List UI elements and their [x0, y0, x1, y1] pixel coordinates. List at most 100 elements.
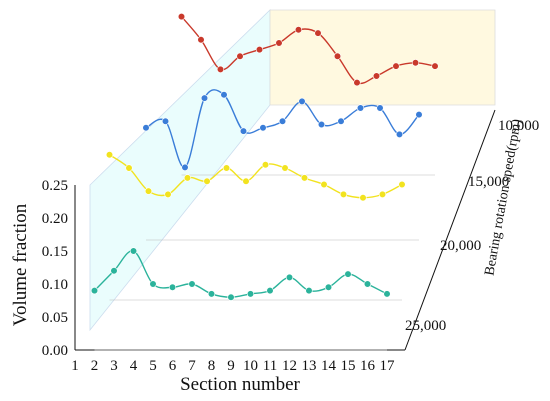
data-point — [207, 290, 216, 298]
data-point — [188, 280, 196, 288]
series-25,000 — [90, 247, 391, 351]
series-line — [109, 154, 403, 199]
series-10,000 — [177, 13, 439, 176]
data-point — [278, 117, 287, 125]
data-point — [142, 124, 150, 132]
series-15,000 — [142, 89, 423, 241]
data-point — [305, 287, 313, 295]
data-point — [320, 180, 328, 189]
side-wall — [269, 9, 496, 106]
data-point — [216, 65, 225, 73]
z-axis-title: Bearing rotation speed(rpm) — [482, 118, 524, 277]
x-tick-label: 10 — [243, 358, 258, 374]
x-tick-labels: 1 2 3 4 5 6 7 8 9 10 11 12 13 14 15 16 17 — [71, 358, 395, 374]
data-point — [239, 127, 248, 135]
y-axis-title: Volume fraction — [10, 203, 31, 326]
data-point — [203, 177, 211, 185]
data-point — [255, 45, 264, 54]
x-tick-label: 14 — [321, 358, 337, 374]
data-point — [177, 13, 186, 21]
data-point — [125, 164, 133, 172]
y-tick-label: 0.10 — [42, 277, 68, 293]
data-point — [161, 117, 170, 125]
z-tick-label: 10,000 — [498, 118, 539, 134]
data-point — [197, 36, 205, 44]
data-point — [259, 124, 267, 132]
x-tick-label: 3 — [110, 358, 118, 374]
data-point — [144, 187, 153, 195]
data-point — [337, 117, 345, 125]
x-tick-label: 5 — [149, 358, 157, 374]
data-point — [333, 52, 342, 60]
x-axis-title: Section number — [180, 374, 300, 395]
z-tick-labels: 10,000 15,000 20,000 25,000 — [405, 118, 539, 334]
x-tick-label: 15 — [341, 358, 356, 374]
data-point — [220, 91, 228, 99]
y-tick-label: 0.25 — [42, 178, 68, 194]
z-axis-line — [404, 109, 496, 351]
data-point — [183, 174, 192, 182]
y-tick-label: 0.15 — [42, 244, 68, 260]
data-point — [110, 267, 118, 275]
data-point — [129, 247, 138, 255]
x-tick-label: 4 — [130, 358, 138, 374]
data-point — [300, 174, 309, 182]
data-point — [317, 120, 326, 129]
data-point — [411, 59, 420, 67]
data-point — [376, 104, 384, 112]
data-point — [431, 62, 439, 70]
x-tick-label: 6 — [169, 358, 177, 374]
y-tick-label: 0.20 — [42, 211, 68, 227]
data-point — [294, 26, 303, 34]
x-tick-label: 1 — [71, 358, 79, 374]
data-point — [242, 177, 250, 185]
x-tick-label: 7 — [188, 358, 196, 374]
z-tick-label: 20,000 — [440, 238, 481, 254]
x-tick-label: 17 — [380, 358, 396, 374]
data-point — [398, 180, 406, 189]
x-tick-label: 16 — [360, 358, 376, 374]
x-tick-label: 12 — [282, 358, 297, 374]
x-tick-label: 11 — [263, 358, 277, 374]
data-point — [275, 39, 283, 47]
data-point — [378, 190, 387, 198]
data-point — [359, 194, 367, 202]
series-20,000 — [105, 151, 406, 301]
data-point — [353, 78, 361, 87]
y-tick-labels: 0.00 0.05 0.10 0.15 0.20 0.25 — [42, 178, 68, 359]
data-point — [281, 164, 289, 172]
data-point — [324, 283, 333, 291]
x-tick-label: 9 — [227, 358, 235, 374]
data-point — [149, 280, 157, 288]
z-tick-label: 15,000 — [468, 174, 509, 190]
y-tick-label: 0.00 — [42, 343, 68, 359]
data-point — [395, 130, 404, 138]
x-tick-label: 13 — [302, 358, 317, 374]
data-point — [314, 29, 322, 37]
data-point — [261, 161, 270, 169]
data-point — [383, 290, 391, 298]
data-point — [200, 94, 209, 102]
z-tick-label: 25,000 — [405, 318, 446, 334]
data-point — [363, 280, 372, 288]
series-line — [94, 250, 388, 298]
data-point — [246, 290, 255, 298]
y-tick-label: 0.05 — [42, 310, 68, 326]
data-point — [298, 97, 306, 105]
data-point — [164, 190, 172, 198]
data-point — [372, 72, 381, 80]
data-point — [285, 273, 294, 282]
data-point — [415, 110, 423, 119]
data-point — [236, 52, 244, 60]
x-tick-label: 2 — [91, 358, 99, 374]
x-tick-label: 8 — [208, 358, 216, 374]
data-point — [105, 151, 114, 159]
data-point — [344, 270, 352, 278]
data-point — [181, 163, 189, 171]
data-point — [90, 287, 99, 295]
data-point — [339, 190, 348, 198]
data-point — [168, 283, 177, 291]
data-point — [266, 287, 274, 295]
data-point — [356, 104, 365, 112]
